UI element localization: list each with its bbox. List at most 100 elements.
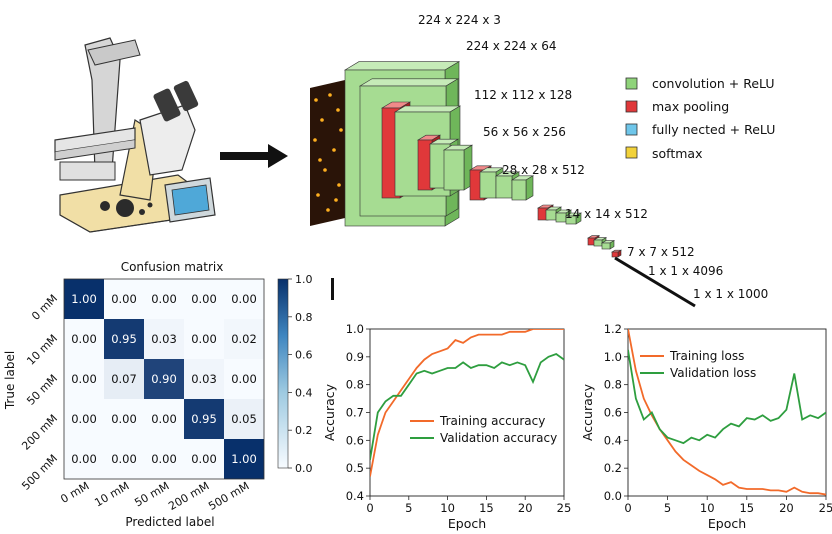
cnn-block: [510, 175, 535, 201]
confusion-cell-value: 0.00: [111, 452, 137, 466]
colorbar-tick-label: 0.6: [295, 349, 313, 362]
layer-size-label: 56 x 56 x 256: [483, 125, 566, 139]
confusion-xtick: 500 mM: [206, 479, 251, 513]
fluorescence-spot: [332, 148, 336, 152]
confusion-cell-value: 0.05: [231, 412, 257, 426]
fluorescence-spot: [323, 168, 327, 172]
confusion-cell-value: 0.00: [111, 412, 137, 426]
colorbar-tick-label: 1.0: [295, 273, 313, 286]
confusion-cell-value: 1.00: [231, 452, 257, 466]
series-line: [628, 349, 826, 445]
legend-label: softmax: [652, 146, 702, 161]
x-tick-label: 15: [739, 501, 754, 515]
y-tick-label: 0.6: [604, 406, 622, 420]
legend-item-fc: fully nected + ReLU: [625, 122, 775, 137]
confusion-cell: [184, 359, 224, 399]
plot-area: [369, 328, 565, 497]
confusion-cell: [224, 279, 264, 319]
legend-item-softmax: softmax: [625, 146, 702, 161]
y-axis-label: Accuracy: [322, 383, 337, 441]
cube-icon: [625, 100, 638, 113]
confusion-cell: [64, 439, 104, 479]
layer-size-label: 1 x 1 x 4096: [648, 264, 723, 278]
confusion-cell: [104, 319, 144, 359]
confusion-ytick: 0 mM: [29, 292, 60, 323]
confusion-cell-value: 0.00: [191, 292, 217, 306]
cube-icon: [625, 146, 638, 159]
series-line: [370, 329, 564, 477]
confusion-cell-value: 0.00: [231, 372, 257, 386]
fluorescence-spot: [334, 198, 338, 202]
panel-marker: [331, 278, 334, 300]
confusion-xtick: 10 mM: [92, 479, 131, 509]
confusion-cell: [184, 439, 224, 479]
confusion-cell-value: 0.90: [151, 372, 177, 386]
confusion-cell-value: 0.00: [151, 452, 177, 466]
confusion-cell: [224, 439, 264, 479]
y-tick-label: 0.4: [604, 433, 622, 447]
fluorescence-spot: [314, 98, 318, 102]
colorbar: [277, 278, 289, 469]
layer-size-label: 1 x 1 x 1000: [693, 287, 768, 301]
confusion-cell-value: 0.00: [71, 332, 97, 346]
fluorescence-spot: [328, 93, 332, 97]
y-tick-label: 0.6: [346, 433, 364, 447]
legend-label: Validation loss: [670, 366, 756, 380]
confusion-cell: [64, 279, 104, 319]
x-tick-label: 15: [479, 501, 494, 515]
y-tick-label: 0.8: [604, 378, 622, 392]
legend-label: Validation accuracy: [440, 431, 557, 445]
y-tick-label: 0.0: [604, 489, 622, 503]
layer-size-labels: 224 x 224 x 3 224 x 224 x 64 112 x 112 x…: [418, 13, 768, 301]
confusion-cell-value: 0.00: [151, 292, 177, 306]
x-tick-label: 5: [664, 501, 671, 515]
microscope-icon: [54, 37, 216, 233]
colorbar-tick-label: 0.4: [295, 386, 313, 399]
y-tick-label: 0.9: [346, 350, 364, 364]
confusion-cell-value: 0.03: [151, 332, 177, 346]
cube-icon: [625, 77, 638, 90]
confusion-cell: [184, 279, 224, 319]
x-tick-label: 10: [700, 501, 715, 515]
layer-size-label: 7 x 7 x 512: [627, 245, 695, 259]
confusion-cell-value: 0.00: [71, 372, 97, 386]
confusion-cell: [104, 439, 144, 479]
confusion-ytick: 500 mM: [19, 452, 60, 493]
confusion-xtick: 50 mM: [132, 479, 171, 509]
confusion-cell: [144, 279, 184, 319]
loss-chart: 0 5 10 15 20 25 0.0 0.2 0.4 0.6 0.8 1.0 1.2 Epoch Accu…: [580, 322, 832, 531]
confusion-cell-value: 0.07: [111, 372, 137, 386]
legend-item-conv: convolution + ReLU: [625, 76, 775, 91]
layer-size-label: 224 x 224 x 3: [418, 13, 501, 27]
legend-item-pool: max pooling: [625, 99, 729, 114]
confusion-cell: [224, 319, 264, 359]
confusion-cell-value: 0.02: [231, 332, 257, 346]
cnn-block: [610, 249, 623, 258]
x-tick-label: 20: [779, 501, 794, 515]
fluorescence-spot: [318, 158, 322, 162]
input-image: [310, 80, 345, 226]
confusion-cell-value: 0.00: [231, 292, 257, 306]
cnn-legend: convolution + ReLU max pooling fully nec…: [625, 76, 775, 161]
confusion-xtick: 200 mM: [166, 479, 211, 513]
x-tick-label: 10: [440, 501, 455, 515]
fluorescence-spot: [316, 193, 320, 197]
fluorescence-spot: [320, 118, 324, 122]
y-tick-label: 1.0: [346, 322, 364, 336]
accuracy-chart: 0 5 10 15 20 25 0.4 0.5 0.6 0.7 0.8 0.9 1.0 Epoch Accu…: [322, 322, 571, 531]
confusion-ylabel: True label: [3, 351, 17, 410]
legend-label: Training loss: [669, 349, 744, 363]
confusion-title: Confusion matrix: [121, 260, 224, 274]
confusion-cell: [64, 399, 104, 439]
fluorescence-spot: [313, 138, 317, 142]
y-tick-label: 0.4: [346, 489, 364, 503]
confusion-cell: [144, 359, 184, 399]
y-tick-label: 0.5: [346, 461, 364, 475]
confusion-cell-value: 0.03: [191, 372, 217, 386]
y-tick-label: 0.7: [346, 406, 364, 420]
confusion-ytick: 50 mM: [24, 372, 60, 408]
x-axis-label: Epoch: [448, 516, 486, 531]
confusion-cell: [184, 319, 224, 359]
fluorescence-spot: [339, 128, 343, 132]
y-tick-label: 0.2: [604, 461, 622, 475]
